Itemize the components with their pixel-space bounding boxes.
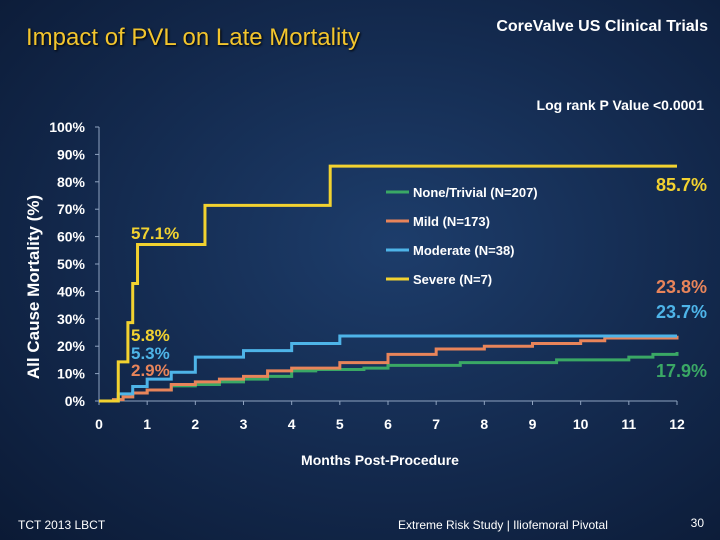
page-number: 30 <box>690 516 704 530</box>
y-tick-label: 40% <box>57 283 86 299</box>
brand-logo-text: CoreValve US Clinical Trials <box>496 18 708 35</box>
x-tick-label: 5 <box>336 416 344 432</box>
legend-label: Moderate (N=38) <box>413 243 515 258</box>
y-tick-label: 20% <box>57 338 86 354</box>
x-tick-label: 7 <box>432 416 440 432</box>
x-tick-label: 10 <box>573 416 589 432</box>
x-axis-label: Months Post-Procedure <box>301 452 459 468</box>
data-value-label: 23.7% <box>656 302 707 322</box>
x-tick-label: 1 <box>143 416 151 432</box>
data-value-label: 17.9% <box>656 361 707 381</box>
data-value-label: 57.1% <box>131 224 179 243</box>
y-tick-label: 30% <box>57 311 86 327</box>
x-tick-label: 8 <box>480 416 488 432</box>
series-line-3 <box>99 164 677 403</box>
data-value-label: 85.7% <box>656 175 707 195</box>
x-tick-label: 12 <box>669 416 685 432</box>
legend-label: Severe (N=7) <box>413 272 492 287</box>
x-tick-label: 0 <box>95 416 103 432</box>
y-tick-label: 80% <box>57 174 86 190</box>
x-tick-label: 4 <box>288 416 296 432</box>
y-tick-label: 0% <box>65 393 86 409</box>
x-tick-label: 3 <box>240 416 248 432</box>
slide-title: Impact of PVL on Late Mortality <box>26 24 360 51</box>
series-line-2 <box>99 334 677 403</box>
x-tick-label: 9 <box>529 416 537 432</box>
x-tick-label: 2 <box>191 416 199 432</box>
y-tick-label: 90% <box>57 146 86 162</box>
y-tick-label: 10% <box>57 366 86 382</box>
x-tick-label: 6 <box>384 416 392 432</box>
data-value-label: 5.8% <box>131 326 170 345</box>
y-tick-label: 70% <box>57 201 86 217</box>
legend-label: Mild (N=173) <box>413 214 490 229</box>
y-tick-label: 60% <box>57 229 86 245</box>
data-value-label: 23.8% <box>656 277 707 297</box>
y-tick-label: 50% <box>57 256 86 272</box>
x-tick-label: 11 <box>621 416 636 432</box>
chart-annotation: Log rank P Value <0.0001 <box>537 97 705 113</box>
y-axis-label: All Cause Mortality (%) <box>24 195 43 379</box>
legend-label: None/Trivial (N=207) <box>413 185 538 200</box>
y-tick-label: 100% <box>49 119 85 135</box>
data-value-label: 5.3% <box>131 344 170 363</box>
footer-event-label: TCT 2013 LBCT <box>18 518 106 532</box>
footer-study-label: Extreme Risk Study | Iliofemoral Pivotal <box>398 518 608 532</box>
data-value-label: 2.9% <box>131 361 170 380</box>
